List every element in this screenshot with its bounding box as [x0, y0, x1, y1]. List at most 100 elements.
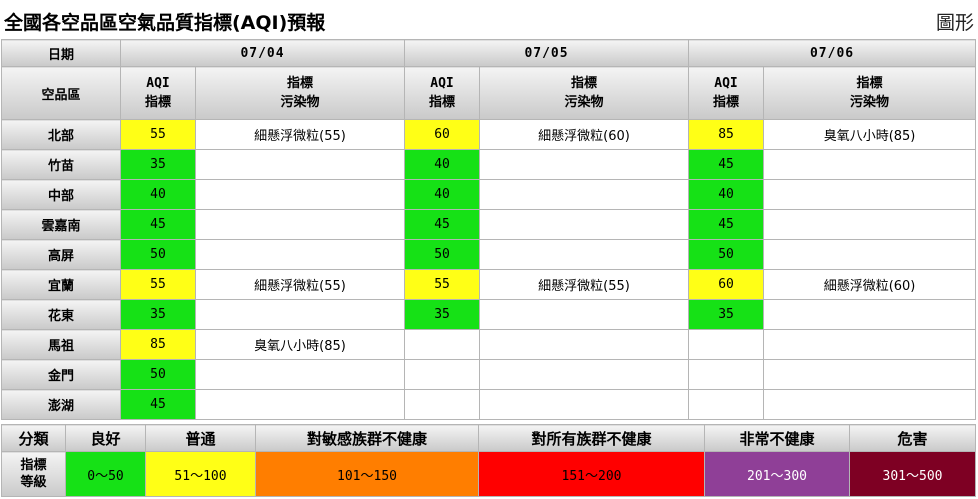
aqi-value-cell [688, 359, 765, 390]
legend-name-unhealthy-sensitive: 對敏感族群不健康 [255, 424, 479, 452]
table-row: 花東 35 35 35 [1, 299, 977, 330]
aqi-value-cell [688, 389, 765, 420]
aqi-value-cell: 50 [120, 359, 196, 390]
table-row: 雲嘉南 45 45 45 [1, 209, 977, 240]
pollutant-cell [194, 149, 406, 180]
legend-range-unhealthy: 151～200 [478, 451, 705, 497]
aqi-header-line2: 指標 [713, 95, 740, 110]
aqi-value-cell: 50 [120, 239, 196, 270]
aqi-value-cell: 40 [120, 179, 196, 210]
aqi-value-cell: 55 [404, 269, 481, 300]
pollutant-header: 指標 污染物 [763, 66, 977, 120]
pollutant-cell: 細懸浮微粒(55) [479, 269, 690, 300]
aqi-value-cell: 40 [404, 149, 481, 180]
legend-name-very-unhealthy: 非常不健康 [704, 424, 850, 452]
pollutant-header: 指標 污染物 [194, 66, 406, 120]
pollutant-cell: 臭氧八小時(85) [194, 329, 406, 360]
aqi-value-cell: 50 [688, 239, 765, 270]
aqi-value-cell: 55 [120, 119, 196, 150]
aqi-value-cell: 35 [120, 299, 196, 330]
pollutant-cell [194, 209, 406, 240]
aqi-value-cell [688, 329, 765, 360]
page-title: 全國各空品區空氣品質指標(AQI)預報 [4, 12, 326, 34]
aqi-value-cell: 40 [404, 179, 481, 210]
pollutant-cell: 細懸浮微粒(60) [763, 269, 977, 300]
table-row: 金門 50 [1, 359, 977, 390]
pollutant-cell: 細懸浮微粒(60) [479, 119, 690, 150]
aqi-value-cell: 85 [120, 329, 196, 360]
chart-view-link[interactable]: 圖形 [935, 12, 974, 34]
region-label: 竹苗 [1, 149, 121, 180]
aqi-header: AQI 指標 [688, 66, 765, 120]
pollutant-header-line1: 指標 [287, 76, 314, 91]
table-row: 竹苗 35 40 45 [1, 149, 977, 180]
table-row: 高屏 50 50 50 [1, 239, 977, 270]
pollutant-cell [194, 179, 406, 210]
pollutant-cell [763, 389, 977, 420]
pollutant-cell [479, 149, 690, 180]
pollutant-cell [763, 359, 977, 390]
legend-category-row: 分類 良好 普通 對敏感族群不健康 對所有族群不健康 非常不健康 危害 [1, 424, 976, 452]
legend-range-good: 0～50 [65, 451, 146, 497]
aqi-value-cell: 50 [404, 239, 481, 270]
region-label: 馬祖 [1, 329, 121, 360]
pollutant-cell: 細懸浮微粒(55) [194, 119, 406, 150]
legend-name-hazardous: 危害 [849, 424, 976, 452]
aqi-value-cell: 45 [688, 149, 765, 180]
date-header-row: 日期 07/04 07/05 07/06 [1, 39, 977, 67]
pollutant-cell [194, 359, 406, 390]
aqi-value-cell: 45 [120, 389, 196, 420]
pollutant-cell [479, 209, 690, 240]
pollutant-cell [763, 299, 977, 330]
legend-range-unhealthy-sensitive: 101～150 [255, 451, 479, 497]
column-header-row: 空品區 AQI 指標 指標 污染物 AQI 指標 指標 污染物 AQI 指標 指標 污染物 [1, 66, 977, 120]
region-label: 宜蘭 [1, 269, 121, 300]
pollutant-cell [763, 329, 977, 360]
aqi-header-line1: AQI [146, 76, 170, 91]
aqi-value-cell: 35 [120, 149, 196, 180]
aqi-header-line1: AQI [430, 76, 454, 91]
pollutant-cell: 臭氧八小時(85) [763, 119, 977, 150]
table-row: 北部 55 細懸浮微粒(55) 60 細懸浮微粒(60) 85 臭氧八小時(85) [1, 119, 977, 150]
legend-name-unhealthy: 對所有族群不健康 [478, 424, 705, 452]
pollutant-header-line2: 污染物 [564, 95, 604, 110]
date-column-2: 07/05 [404, 39, 690, 67]
table-row: 宜蘭 55 細懸浮微粒(55) 55 細懸浮微粒(55) 60 細懸浮微粒(60) [1, 269, 977, 300]
pollutant-cell [479, 389, 690, 420]
pollutant-cell [479, 239, 690, 270]
table-row: 馬祖 85 臭氧八小時(85) [1, 329, 977, 360]
pollutant-cell: 細懸浮微粒(55) [194, 269, 406, 300]
legend-category-label: 分類 [1, 424, 66, 452]
legend-level-label: 指標 等級 [1, 451, 66, 497]
region-label: 花東 [1, 299, 121, 330]
region-label: 金門 [1, 359, 121, 390]
pollutant-cell [763, 179, 977, 210]
legend-range-hazardous: 301～500 [849, 451, 976, 497]
pollutant-header: 指標 污染物 [479, 66, 690, 120]
region-label: 高屏 [1, 239, 121, 270]
pollutant-header-line1: 指標 [571, 76, 598, 91]
legend-level-label-line1: 指標 [20, 458, 47, 473]
aqi-value-cell: 35 [688, 299, 765, 330]
aqi-header: AQI 指標 [120, 66, 196, 120]
pollutant-cell [479, 329, 690, 360]
pollutant-cell [763, 239, 977, 270]
pollutant-header-line2: 污染物 [850, 95, 890, 110]
pollutant-cell [763, 149, 977, 180]
pollutant-cell [194, 389, 406, 420]
aqi-value-cell [404, 359, 481, 390]
legend-range-moderate: 51～100 [145, 451, 256, 497]
pollutant-cell [763, 209, 977, 240]
aqi-header-line1: AQI [714, 76, 738, 91]
aqi-value-cell: 40 [688, 179, 765, 210]
aqi-value-cell: 55 [120, 269, 196, 300]
aqi-value-cell [404, 389, 481, 420]
aqi-value-cell: 45 [404, 209, 481, 240]
table-row: 澎湖 45 [1, 389, 977, 420]
region-label: 雲嘉南 [1, 209, 121, 240]
aqi-value-cell: 45 [120, 209, 196, 240]
pollutant-cell [194, 299, 406, 330]
aqi-header: AQI 指標 [404, 66, 481, 120]
top-bar: 全國各空品區空氣品質指標(AQI)預報 圖形 [0, 0, 978, 38]
region-label: 中部 [1, 179, 121, 210]
